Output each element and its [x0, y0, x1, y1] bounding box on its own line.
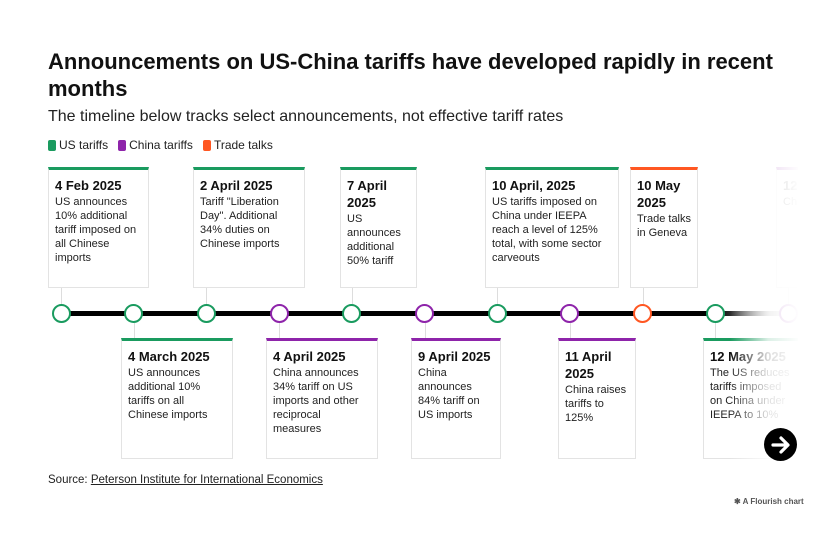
event-date: 11 April 2025: [565, 349, 612, 381]
chart-subtitle: The timeline below tracks select announc…: [48, 108, 564, 125]
legend-swatch: [118, 139, 127, 151]
event-description: Tariff "Liberation Day". Additional 34% …: [200, 196, 280, 250]
event-stem: [424, 323, 426, 338]
event-stem: [206, 287, 208, 304]
event-description: Trade talks in Geneva: [637, 213, 692, 239]
event-description: US announces additional 10% tariffs on a…: [128, 367, 208, 421]
event-marker[interactable]: [705, 304, 725, 323]
event-card[interactable]: 9 April 2025 China announces 84% tariff o…: [411, 338, 501, 459]
event-marker[interactable]: [560, 304, 580, 323]
event-description: China raises tariffs to 125%: [565, 384, 627, 424]
event-card[interactable]: 10 April, 2025 US tariffs imposed on Chin…: [485, 167, 619, 288]
legend-item-talks: Trade talks: [202, 138, 273, 152]
source-label: Source:: [48, 474, 91, 486]
flourish-icon: ✱: [734, 497, 743, 506]
event-description: US tariffs imposed on China under IEEPA …: [492, 196, 602, 264]
event-card[interactable]: 2 April 2025 Tariff "Liberation Day". Add…: [193, 167, 305, 288]
legend-label: US tariffs: [59, 138, 109, 152]
event-card[interactable]: 12 Ch ta on: [776, 167, 798, 288]
event-date: 12: [783, 178, 798, 193]
event-description: China announces 84% tariff on US imports: [418, 367, 480, 421]
event-date: 2 April 2025: [200, 178, 273, 193]
event-stem: [351, 287, 353, 304]
event-card[interactable]: 4 March 2025 US announces additional 10% …: [121, 338, 233, 459]
event-card[interactable]: 11 April 2025 China raises tariffs to 125…: [558, 338, 636, 459]
legend-label: Trade talks: [213, 138, 273, 152]
event-date: 10 May 2025: [637, 178, 681, 210]
chart-title: Announcements on US-China tariffs have d…: [48, 49, 773, 101]
event-stem: [569, 323, 571, 338]
event-marker[interactable]: [633, 304, 653, 323]
event-description: Ch ta on: [783, 196, 798, 208]
event-card[interactable]: 4 April 2025 China announces 34% tariff o…: [266, 338, 378, 459]
legend-swatch: [202, 139, 211, 151]
event-date: 9 April 2025: [418, 349, 491, 364]
event-date: 7 April 2025: [347, 178, 387, 210]
event-marker[interactable]: [778, 304, 798, 323]
event-description: China announces 34% tariff on US imports…: [273, 367, 359, 435]
event-stem: [133, 323, 135, 338]
event-stem: [788, 287, 789, 304]
legend-item-us: US tariffs: [48, 138, 108, 152]
event-marker[interactable]: [124, 304, 144, 323]
legend-label: China tariffs: [129, 138, 193, 152]
event-marker[interactable]: [269, 304, 289, 323]
event-date: 4 Feb 2025: [55, 178, 122, 193]
source: Source: Peterson Institute for Internati…: [48, 474, 323, 486]
event-description: US announces additional 50% tariff: [347, 213, 401, 267]
event-description: US announces 10% additional tariff impos…: [55, 196, 137, 264]
flourish-credit[interactable]: ✱ A Flourish chart: [734, 497, 804, 506]
event-marker[interactable]: [342, 304, 362, 323]
event-date: 10 April, 2025: [492, 178, 576, 193]
legend-swatch: [48, 139, 56, 151]
source-link[interactable]: Peterson Institute for International Eco…: [90, 474, 323, 486]
event-date: 12 May 2025: [710, 349, 786, 364]
event-stem: [497, 287, 499, 304]
event-date: 4 April 2025: [273, 349, 346, 364]
event-date: 4 March 2025: [128, 349, 210, 364]
event-stem: [61, 287, 62, 304]
timeline: 4 Feb 2025 US announces 10% additional ta…: [0, 160, 798, 470]
event-card[interactable]: 7 April 2025 US announces additional 50% …: [340, 167, 417, 288]
event-stem: [642, 287, 644, 304]
event-marker[interactable]: [487, 304, 507, 323]
event-marker[interactable]: [51, 304, 71, 323]
arrow-right-icon: [770, 435, 790, 454]
legend-item-china: China tariffs: [118, 138, 193, 152]
next-button[interactable]: [764, 428, 797, 461]
event-stem: [715, 323, 717, 338]
event-marker[interactable]: [415, 304, 434, 323]
event-marker[interactable]: [196, 304, 216, 323]
event-card[interactable]: 10 May 2025 Trade talks in Geneva: [630, 167, 698, 288]
legend: US tariffs China tariffs Trade talks: [48, 138, 273, 152]
event-card[interactable]: 4 Feb 2025 US announces 10% additional ta…: [48, 167, 149, 288]
event-description: The US reduces tariffs imposed on China …: [710, 367, 790, 421]
event-stem: [279, 323, 281, 338]
